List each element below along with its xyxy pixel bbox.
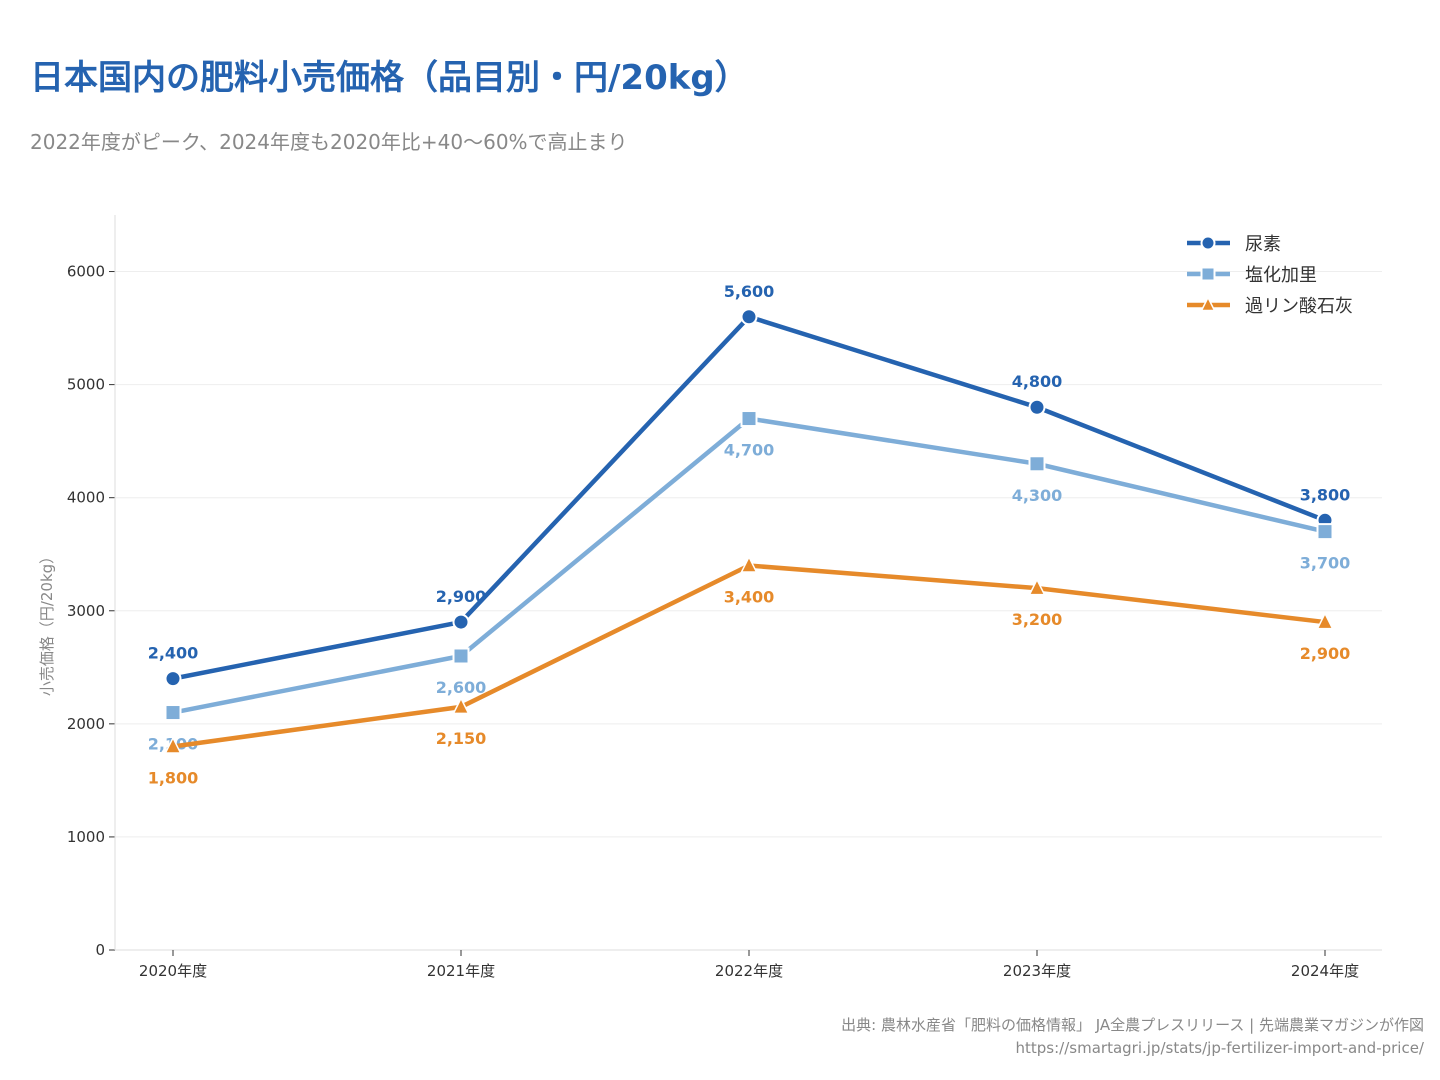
source-url: https://smartagri.jp/stats/jp-fertilizer… <box>1015 1039 1424 1057</box>
data-point <box>452 647 470 665</box>
x-tick-label: 2020年度 <box>139 962 207 980</box>
y-tick-label: 3000 <box>67 602 105 620</box>
chart-title: 日本国内の肥料小売価格（品目別・円/20kg） <box>30 58 749 98</box>
data-point <box>1028 398 1046 416</box>
data-label: 3,800 <box>1300 485 1351 504</box>
data-point <box>452 613 470 631</box>
legend-marker <box>1200 295 1216 312</box>
x-tick-label: 2023年度 <box>1003 962 1071 980</box>
data-label: 3,400 <box>724 588 775 607</box>
data-label: 3,700 <box>1300 554 1351 573</box>
x-tick-label: 2022年度 <box>715 962 783 980</box>
source-note: 出典: 農林水産省「肥料の価格情報」 JA全農プレスリリース | 先端農業マガジ… <box>841 1016 1424 1034</box>
data-point <box>1316 611 1334 630</box>
legend-marker <box>1200 235 1216 251</box>
data-point <box>740 555 758 573</box>
data-label: 2,600 <box>436 678 487 697</box>
data-label: 2,150 <box>436 729 487 748</box>
data-point <box>164 704 182 722</box>
data-label: 5,600 <box>724 282 775 301</box>
y-tick-label: 5000 <box>67 376 105 394</box>
data-label: 1,800 <box>148 768 199 787</box>
legend-marker <box>1200 266 1216 282</box>
legend-label: 過リン酸石灰 <box>1245 296 1353 317</box>
data-point <box>164 670 182 688</box>
y-tick-label: 0 <box>95 941 105 959</box>
legend-label: 塩化加里 <box>1245 265 1317 286</box>
data-point <box>740 410 758 428</box>
y-axis-label: 小売価格（円/20kg） <box>38 549 56 696</box>
data-label: 4,300 <box>1012 486 1063 505</box>
data-point <box>1316 523 1334 541</box>
data-label: 3,200 <box>1012 610 1063 629</box>
data-label: 4,800 <box>1012 372 1063 391</box>
data-label: 2,900 <box>436 587 487 606</box>
data-point <box>740 308 758 326</box>
x-tick-label: 2021年度 <box>427 962 495 980</box>
data-point <box>164 736 182 754</box>
y-tick-label: 4000 <box>67 489 105 507</box>
data-point <box>452 696 470 715</box>
y-tick-label: 2000 <box>67 715 105 733</box>
x-tick-label: 2024年度 <box>1291 962 1359 980</box>
data-label: 4,700 <box>724 441 775 460</box>
y-tick-label: 1000 <box>67 828 105 846</box>
y-tick-label: 6000 <box>67 263 105 281</box>
legend-label: 尿素 <box>1245 234 1281 255</box>
chart-subtitle: 2022年度がピーク、2024年度も2020年比+40〜60%で高止まり <box>30 130 628 154</box>
data-label: 2,900 <box>1300 644 1351 663</box>
data-point <box>1028 455 1046 473</box>
data-label: 2,400 <box>148 644 199 663</box>
data-point <box>1028 577 1046 596</box>
